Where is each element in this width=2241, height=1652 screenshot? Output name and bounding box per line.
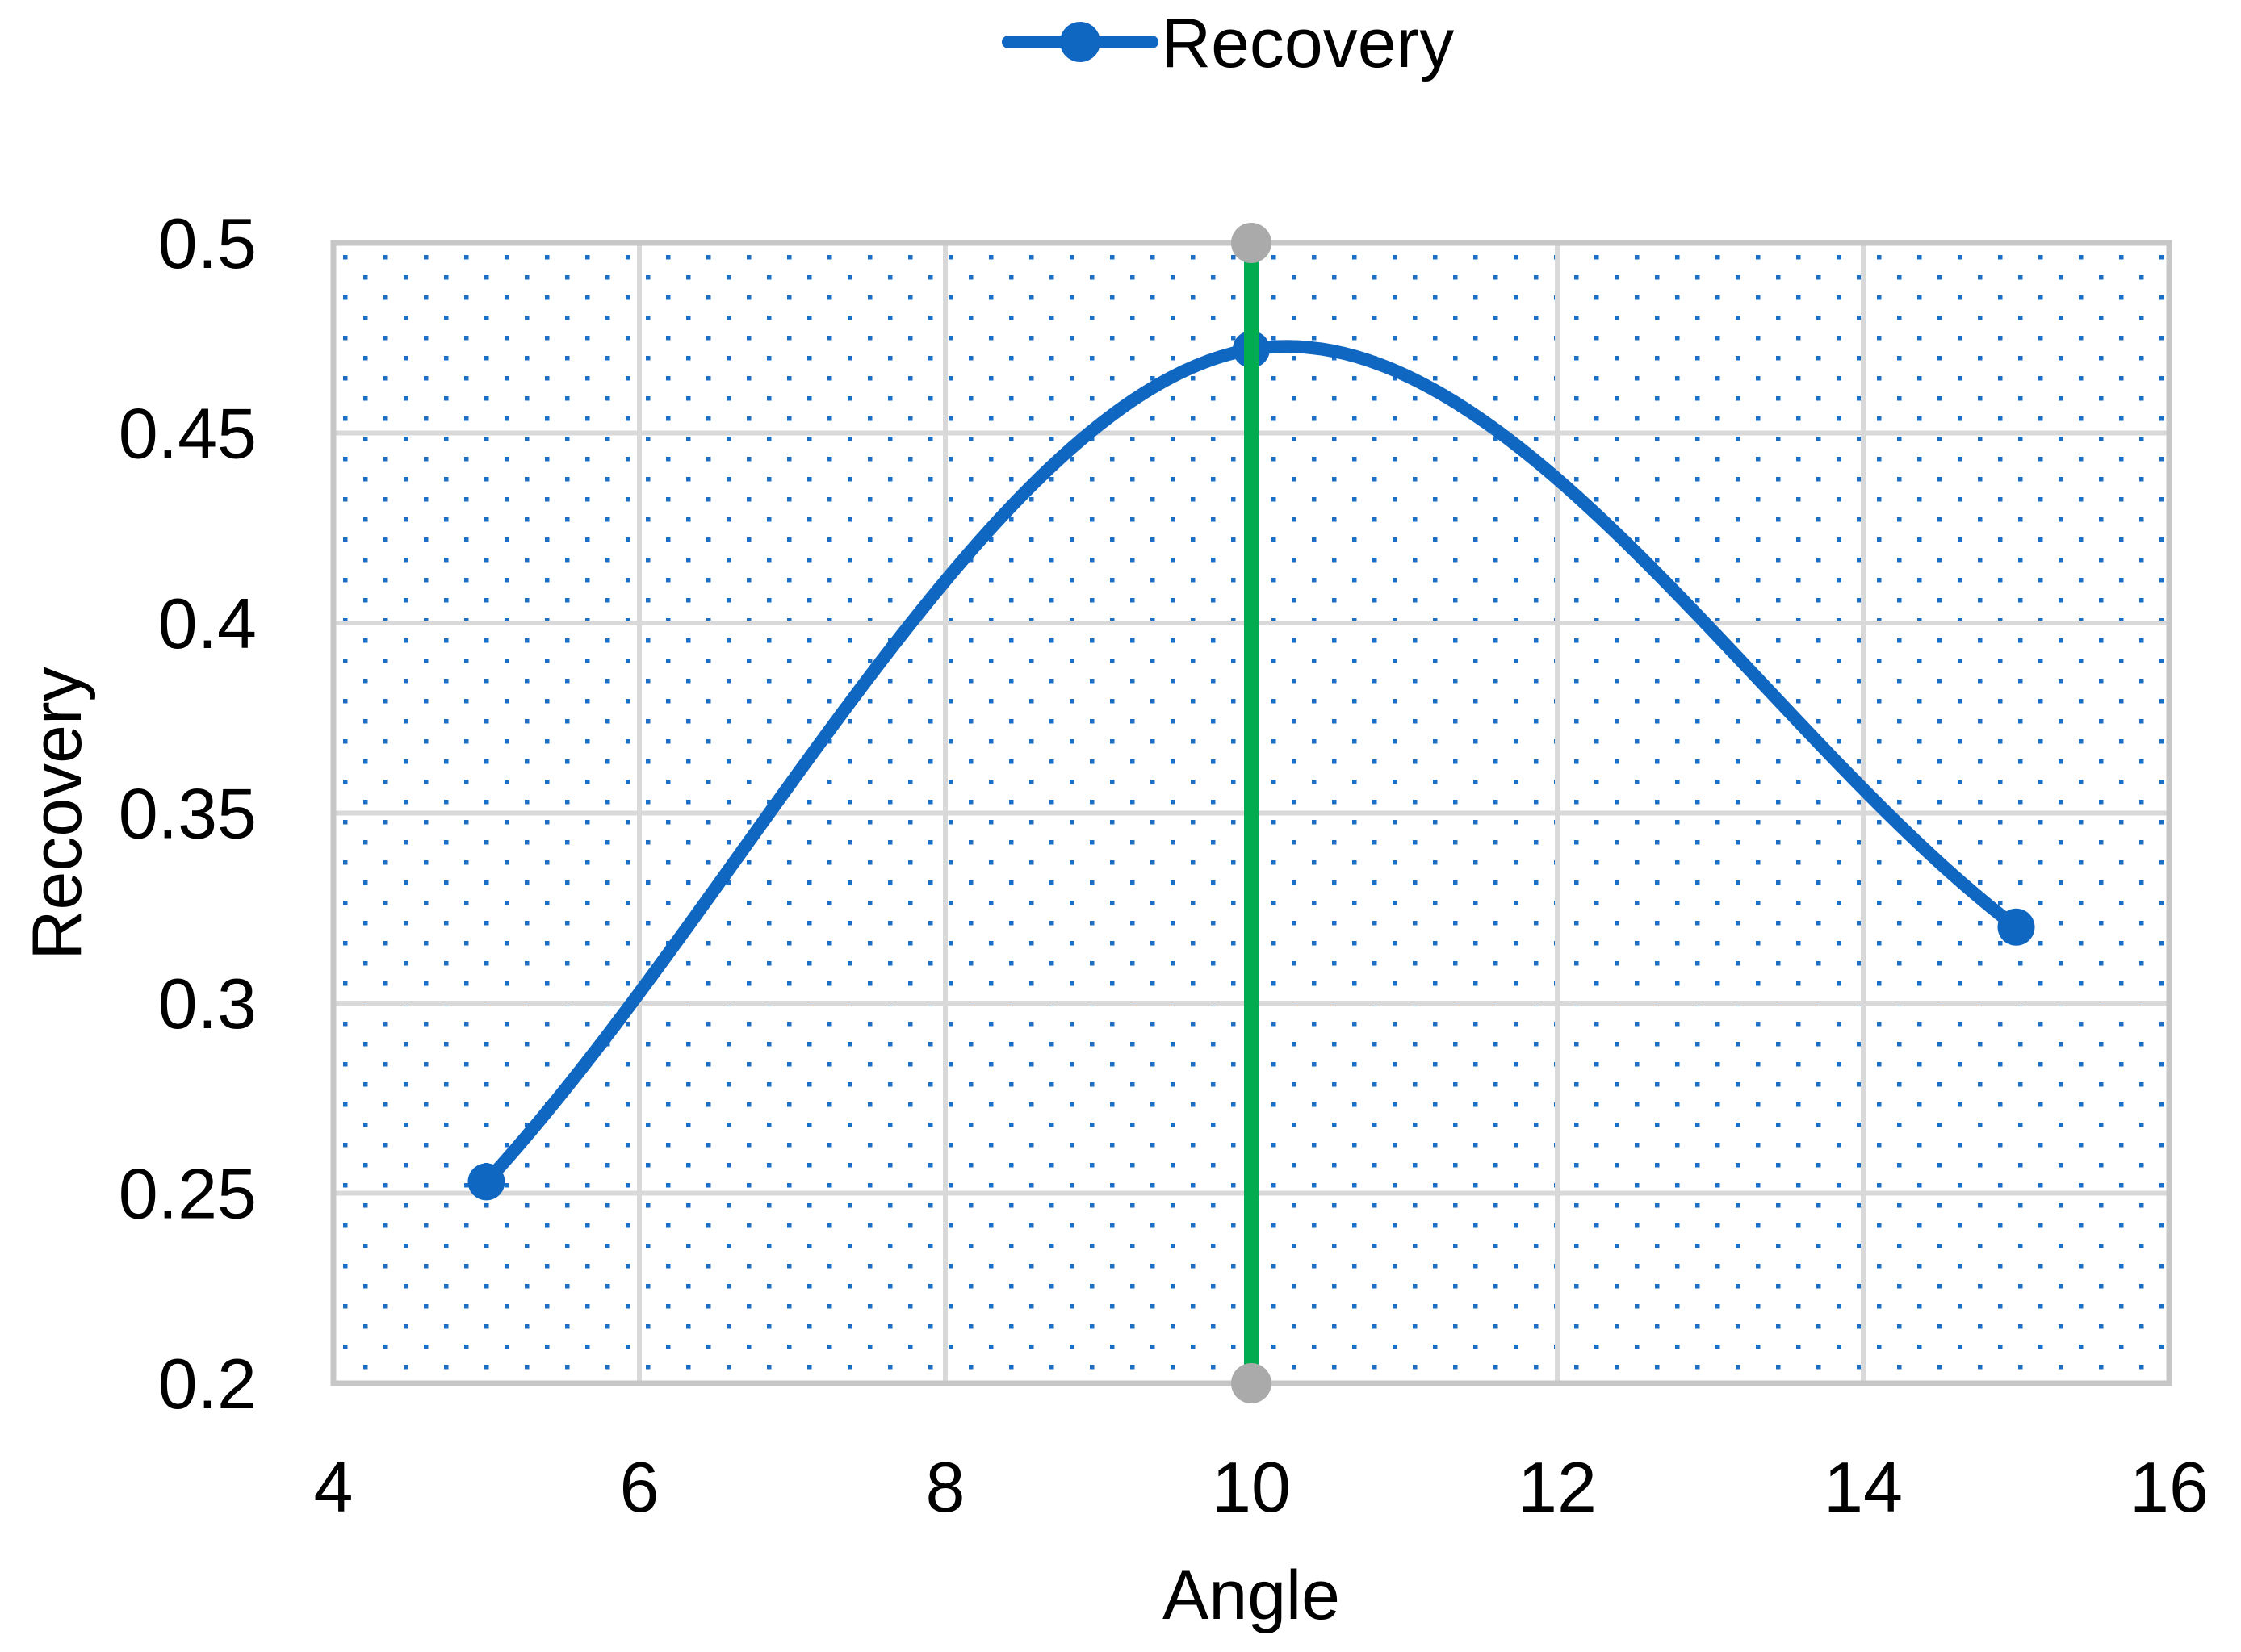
- x-tick-label: 4: [314, 1447, 354, 1527]
- y-tick-label: 0.25: [119, 1154, 257, 1234]
- x-tick-label: 10: [1212, 1447, 1291, 1527]
- y-axis-title: Recovery: [19, 667, 96, 960]
- x-tick-label: 6: [620, 1447, 660, 1527]
- series-optimum-angle-indicator: [1231, 223, 1271, 1403]
- x-axis-title: Angle: [1162, 1557, 1340, 1634]
- Recovery-data-point-marker: [1997, 908, 2035, 946]
- x-tick-label: 12: [1518, 1447, 1597, 1527]
- Recovery-data-point-marker: [467, 1163, 505, 1201]
- optimum-angle-indicator-data-point-marker: [1231, 223, 1271, 263]
- legend-marker-icon: [1060, 22, 1100, 62]
- x-tick-label: 8: [926, 1447, 966, 1527]
- y-tick-label: 0.3: [158, 964, 257, 1043]
- legend-series-label: Recovery: [1161, 5, 1454, 82]
- y-tick-label: 0.4: [158, 583, 257, 663]
- axis-tick-labels: 4 6 8 10 12 14 16 0.2 0.25 0.3 0.35 0.4 0.45 0.5: [119, 203, 2209, 1527]
- y-tick-label: 0.45: [119, 394, 257, 474]
- x-tick-label: 16: [2130, 1447, 2209, 1527]
- x-tick-label: 14: [1824, 1447, 1903, 1527]
- optimum-angle-indicator-data-point-marker: [1231, 1363, 1271, 1403]
- y-tick-label: 0.2: [158, 1344, 257, 1424]
- y-tick-label: 0.35: [119, 774, 257, 854]
- y-tick-label: 0.5: [158, 203, 257, 283]
- legend: Recovery: [1002, 5, 1454, 82]
